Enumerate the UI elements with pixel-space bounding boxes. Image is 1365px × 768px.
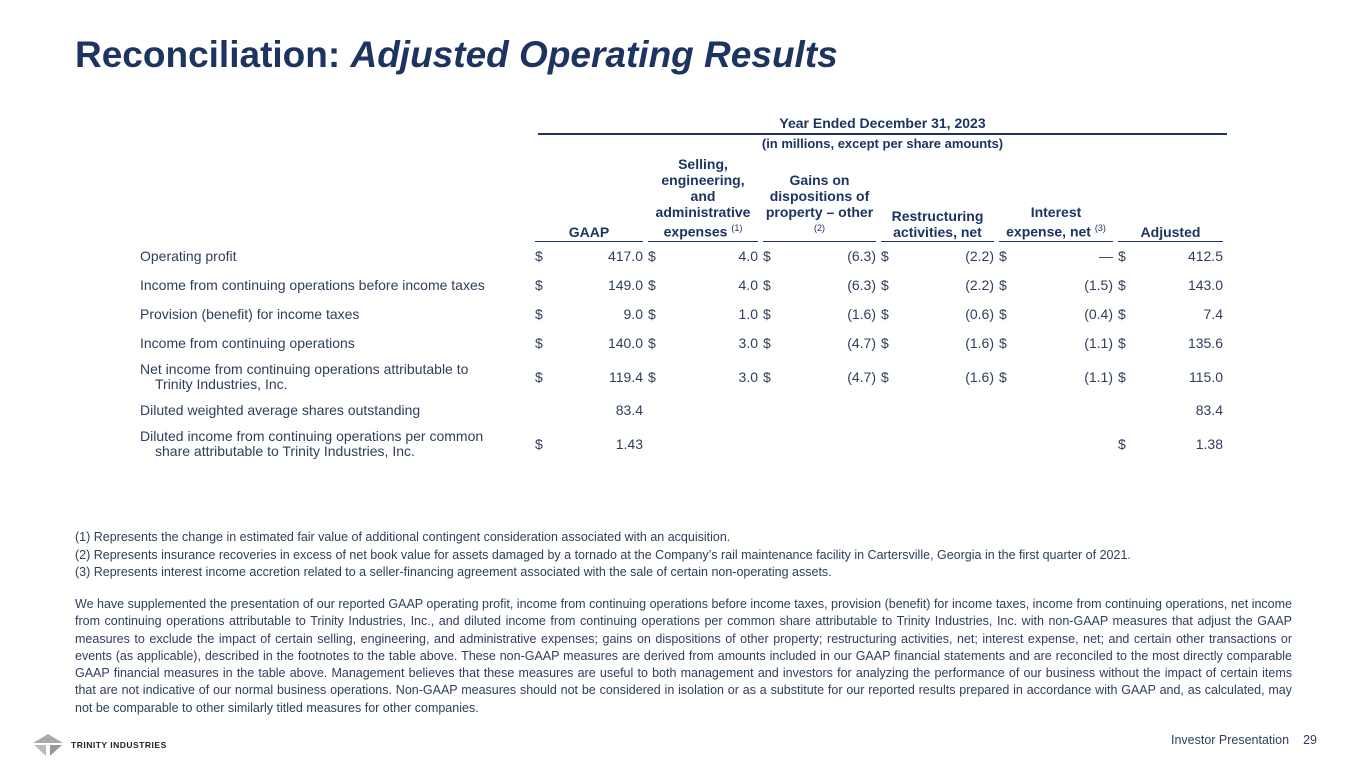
value-cell: $143.0 — [1118, 277, 1223, 294]
page-title: Reconciliation: Adjusted Operating Resul… — [75, 34, 838, 75]
row-label: Operating profit — [140, 247, 237, 264]
row-label: Income from continuing operations — [140, 334, 355, 351]
column-header: Gains on dispositions of property – othe… — [763, 156, 876, 242]
value-cell: $ (4.7) — [763, 368, 876, 385]
value-cell: $9.0 — [535, 306, 643, 323]
value-cell — [763, 396, 876, 425]
column-header: Interest expense, net (3) — [999, 156, 1113, 242]
footnotes: (1) Represents the change in estimated f… — [75, 529, 1131, 582]
units-header: (in millions, except per share amounts) — [761, 136, 1004, 151]
value-cell: $3.0 — [648, 335, 758, 352]
value-cell — [881, 425, 994, 463]
footnote: (2) Represents insurance recoveries in e… — [75, 547, 1131, 562]
company-logo: TRINITY INDUSTRIES — [33, 734, 167, 756]
value-cell — [881, 396, 994, 425]
row-label: Net income from continuing operations at… — [140, 360, 469, 392]
value-cell — [999, 396, 1113, 425]
footer: Investor Presentation 29 — [1170, 733, 1317, 747]
table-row: Diluted weighted average shares outstand… — [140, 396, 1223, 425]
table-row: Provision (benefit) for income taxes $9.0… — [140, 300, 1223, 329]
footnote: (3) Represents interest income accretion… — [75, 565, 832, 579]
value-cell: $1.43 — [535, 435, 643, 452]
value-cell: $ (2.2) — [881, 277, 994, 294]
table-row: Income from continuing operations $140.0 $… — [140, 329, 1223, 358]
value-cell: $ (6.3) — [763, 277, 876, 294]
value-cell: $412.5 — [1118, 248, 1223, 265]
value-cell: $ (1.5) — [999, 277, 1113, 294]
value-cell: $ (1.6) — [881, 368, 994, 385]
value-cell — [648, 396, 758, 425]
table-row: Operating profit $417.0 $4.0 $ (6.3) $ (2.2) $ —… — [140, 242, 1223, 271]
value-cell: $4.0 — [648, 277, 758, 294]
period-header: Year Ended December 31, 2023 — [538, 115, 1227, 135]
value-cell — [763, 425, 876, 463]
value-cell: $1.0 — [648, 306, 758, 323]
row-label: Diluted weighted average shares outstand… — [140, 401, 421, 418]
row-label: Income from continuing operations before… — [140, 276, 485, 293]
footnote: (1) Represents the change in estimated f… — [75, 530, 731, 544]
reconciliation-table: GAAP Selling, engineering, and administra… — [135, 156, 1228, 463]
value-cell — [999, 425, 1113, 463]
value-cell: 83.4 — [1195, 402, 1223, 419]
row-label: Diluted income from continuing operation… — [140, 427, 484, 459]
value-cell: $135.6 — [1118, 335, 1223, 352]
value-cell — [648, 425, 758, 463]
column-header: GAAP — [535, 156, 643, 242]
value-cell: $ — — [999, 248, 1113, 265]
column-header: Restructuring activities, net — [881, 156, 994, 242]
value-cell: $119.4 — [535, 368, 643, 385]
value-cell: $ (6.3) — [763, 248, 876, 265]
row-label: Provision (benefit) for income taxes — [140, 305, 360, 322]
value-cell: $1.38 — [1118, 435, 1223, 452]
page-number: 29 — [1303, 733, 1317, 747]
table-row: Net income from continuing operations at… — [140, 358, 1223, 396]
value-cell: $417.0 — [535, 248, 643, 265]
value-cell: $ (1.6) — [763, 306, 876, 323]
value-cell: $ (1.1) — [999, 335, 1113, 352]
value-cell: 83.4 — [615, 402, 643, 419]
value-cell: $140.0 — [535, 335, 643, 352]
column-header: Adjusted — [1118, 156, 1223, 242]
value-cell: $115.0 — [1118, 368, 1223, 385]
value-cell: $4.0 — [648, 248, 758, 265]
value-cell: $ (0.6) — [881, 306, 994, 323]
non-gaap-disclaimer: We have supplemented the presentation of… — [75, 597, 1292, 715]
table-row: Diluted income from continuing operation… — [140, 425, 1223, 463]
value-cell: $3.0 — [648, 368, 758, 385]
value-cell: $ (2.2) — [881, 248, 994, 265]
value-cell: $7.4 — [1118, 306, 1223, 323]
value-cell: $ (0.4) — [999, 306, 1113, 323]
value-cell: $ (1.1) — [999, 368, 1113, 385]
value-cell: $ (4.7) — [763, 335, 876, 352]
value-cell: $149.0 — [535, 277, 643, 294]
column-header: Selling, engineering, and administrative… — [648, 156, 758, 242]
value-cell: $ (1.6) — [881, 335, 994, 352]
table-row: Income from continuing operations before… — [140, 271, 1223, 300]
trinity-logo-icon — [33, 734, 63, 756]
